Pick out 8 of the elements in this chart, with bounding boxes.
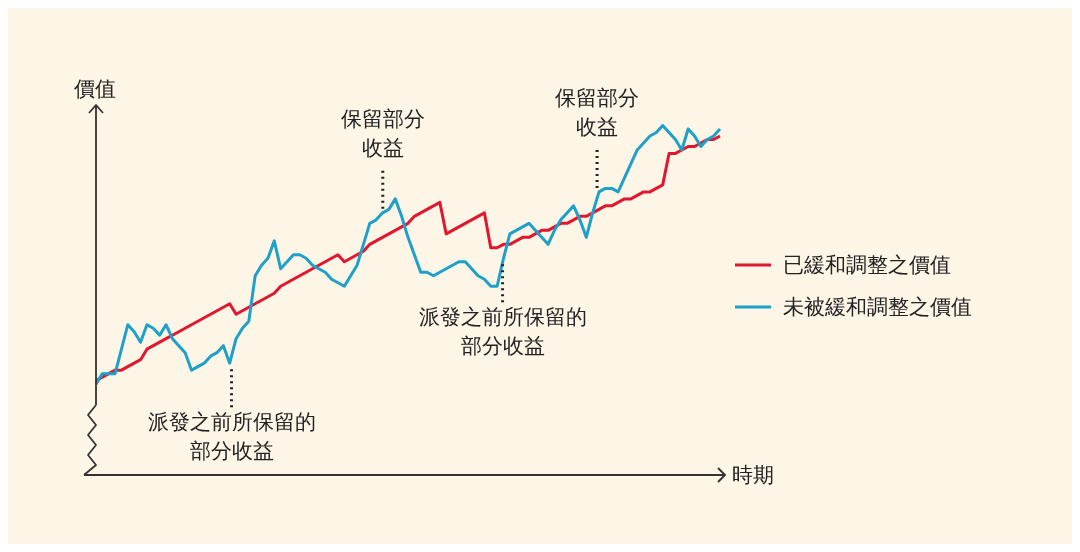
y-axis-title: 價值 — [74, 77, 116, 101]
annotation: 派發之前所保留的部分收益 — [418, 305, 587, 359]
annotation: 派發之前所保留的部分收益 — [147, 410, 316, 464]
legend-label: 未被緩和調整之價值 — [783, 294, 972, 321]
annotation: 保留部分收益 — [340, 106, 425, 160]
annotation: 保留部分收益 — [555, 85, 640, 139]
legend-label: 已緩和調整之價值 — [783, 252, 951, 279]
x-axis-title: 時期 — [732, 463, 774, 487]
